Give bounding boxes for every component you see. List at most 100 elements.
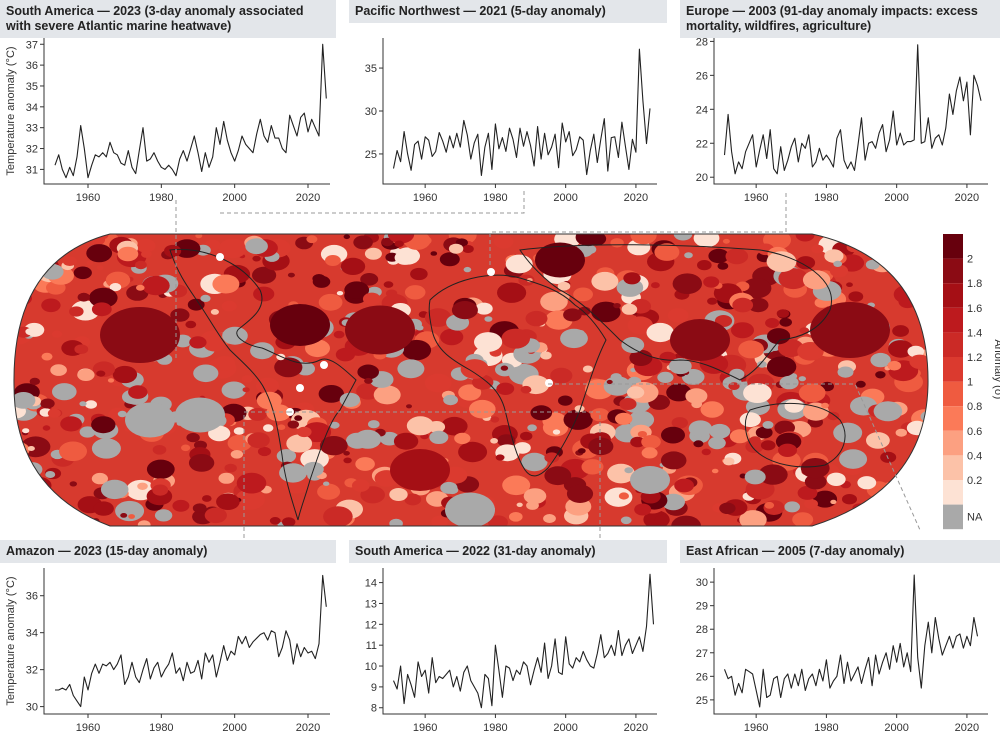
- colorbar-swatch: [943, 307, 963, 333]
- anomaly-patch: [424, 373, 452, 393]
- anomaly-patch: [364, 377, 373, 384]
- x-tick-label: 1960: [413, 722, 437, 734]
- anomaly-patch: [497, 282, 527, 303]
- anomaly-patch: [874, 241, 898, 258]
- anomaly-patch: [581, 459, 604, 475]
- anomaly-patch: [61, 244, 70, 250]
- anomaly-patch: [390, 449, 450, 491]
- anomaly-patch: [13, 392, 36, 409]
- anomaly-patch: [859, 520, 873, 526]
- anomaly-patch: [325, 255, 341, 266]
- anomaly-patch: [912, 465, 921, 472]
- anomaly-patch: [577, 448, 586, 454]
- x-tick-label: 2020: [955, 722, 979, 734]
- chart-panel-east-african-2005: East African — 2005 (7-day anomaly) 25 26…: [680, 540, 1000, 740]
- line-chart: 20 22 24 26 28 1960 1980 2000 2020: [696, 36, 988, 204]
- y-tick-label: 30: [696, 577, 708, 589]
- anomaly-patch: [651, 282, 660, 289]
- anomaly-patch: [811, 244, 824, 254]
- colorbar-tick-label: 0.4: [967, 450, 982, 462]
- x-tick-label: 1960: [744, 722, 768, 734]
- anomaly-patch: [846, 282, 853, 287]
- anomaly-patch: [200, 294, 211, 302]
- anomaly-patch: [354, 429, 382, 449]
- x-tick-label: 1960: [413, 192, 437, 204]
- anomaly-patch: [402, 339, 432, 361]
- anomaly-patch: [588, 437, 614, 456]
- colorbar-swatch: [943, 480, 963, 505]
- anomaly-patch: [829, 264, 849, 278]
- anomaly-patch: [404, 285, 426, 300]
- x-tick-label: 1980: [483, 722, 507, 734]
- anomaly-patch: [381, 237, 394, 247]
- anomaly-patch: [591, 271, 619, 291]
- anomaly-patch: [613, 303, 621, 309]
- anomaly-patch: [27, 495, 40, 504]
- panel-title: East African — 2005 (7-day anomaly): [680, 540, 1000, 563]
- y-tick-label: 28: [696, 36, 708, 48]
- anomaly-patch: [857, 476, 877, 490]
- anomaly-patch: [128, 514, 136, 519]
- anomaly-patch: [623, 272, 641, 285]
- anomaly-patch: [263, 424, 274, 432]
- anomaly-patch: [784, 399, 804, 413]
- anomaly-patch: [490, 438, 498, 444]
- anomaly-patch: [700, 401, 724, 418]
- anomaly-patch: [520, 385, 532, 394]
- anomaly-patch: [86, 244, 113, 263]
- anomaly-patch: [907, 345, 925, 358]
- anomaly-patch: [521, 452, 548, 472]
- anomaly-patch: [93, 501, 114, 516]
- anomaly-patch: [707, 297, 718, 305]
- anomaly-patch: [462, 245, 474, 253]
- anomaly-patch: [439, 252, 460, 267]
- y-tick-label: 27: [696, 648, 708, 660]
- anomaly-patch: [475, 302, 493, 315]
- y-tick-label: 34: [26, 628, 38, 640]
- anomaly-patch: [13, 267, 25, 278]
- anomaly-patch: [77, 292, 91, 302]
- anomaly-patch: [269, 517, 281, 525]
- anomaly-patch: [333, 330, 345, 339]
- anomaly-patch: [630, 234, 657, 245]
- anomaly-patch: [766, 356, 797, 377]
- anomaly-patch: [920, 410, 929, 423]
- anomaly-patch: [286, 434, 313, 453]
- anomaly-patch: [923, 493, 929, 501]
- anomaly-patch: [383, 281, 394, 288]
- colorbar-swatch: [943, 283, 963, 308]
- line-chart: 8 9 10 11 12 13 14 1960 1980 2000 2020: [365, 568, 657, 734]
- anomaly-patch: [923, 430, 929, 438]
- anomaly-patch: [204, 507, 227, 524]
- anomaly-patch: [870, 352, 891, 368]
- anomaly-patch: [795, 234, 815, 242]
- anomaly-patch: [137, 482, 148, 490]
- x-tick-label: 1980: [814, 722, 838, 734]
- anomaly-patch: [915, 290, 929, 306]
- anomaly-patch: [91, 472, 108, 485]
- anomaly-patch: [906, 420, 928, 436]
- anomaly-patch: [13, 441, 21, 447]
- anomaly-patch: [848, 291, 864, 302]
- anomaly-patch: [855, 380, 866, 388]
- colorbar-swatch: [943, 258, 963, 284]
- anomaly-patch: [14, 497, 34, 511]
- anomaly-patch: [896, 237, 919, 254]
- anomaly-patch: [187, 298, 205, 311]
- anomaly-patch: [248, 407, 267, 421]
- colorbar-tick-label: 1.6: [967, 303, 982, 315]
- anomaly-patch: [776, 309, 790, 318]
- anomaly-patch: [13, 471, 28, 486]
- anomaly-patch: [27, 446, 35, 451]
- anomaly-patch: [693, 234, 720, 248]
- anomaly-patch: [23, 240, 50, 259]
- anomaly-patch: [760, 440, 776, 451]
- colorbar-tick-label: 1.8: [967, 278, 982, 290]
- event-marker: [296, 384, 304, 392]
- anomaly-patch: [117, 410, 127, 418]
- anomaly-patch: [406, 404, 412, 409]
- series-line: [723, 44, 982, 175]
- anomaly-patch: [255, 377, 280, 394]
- anomaly-patch: [224, 463, 237, 473]
- anomaly-patch: [79, 401, 87, 407]
